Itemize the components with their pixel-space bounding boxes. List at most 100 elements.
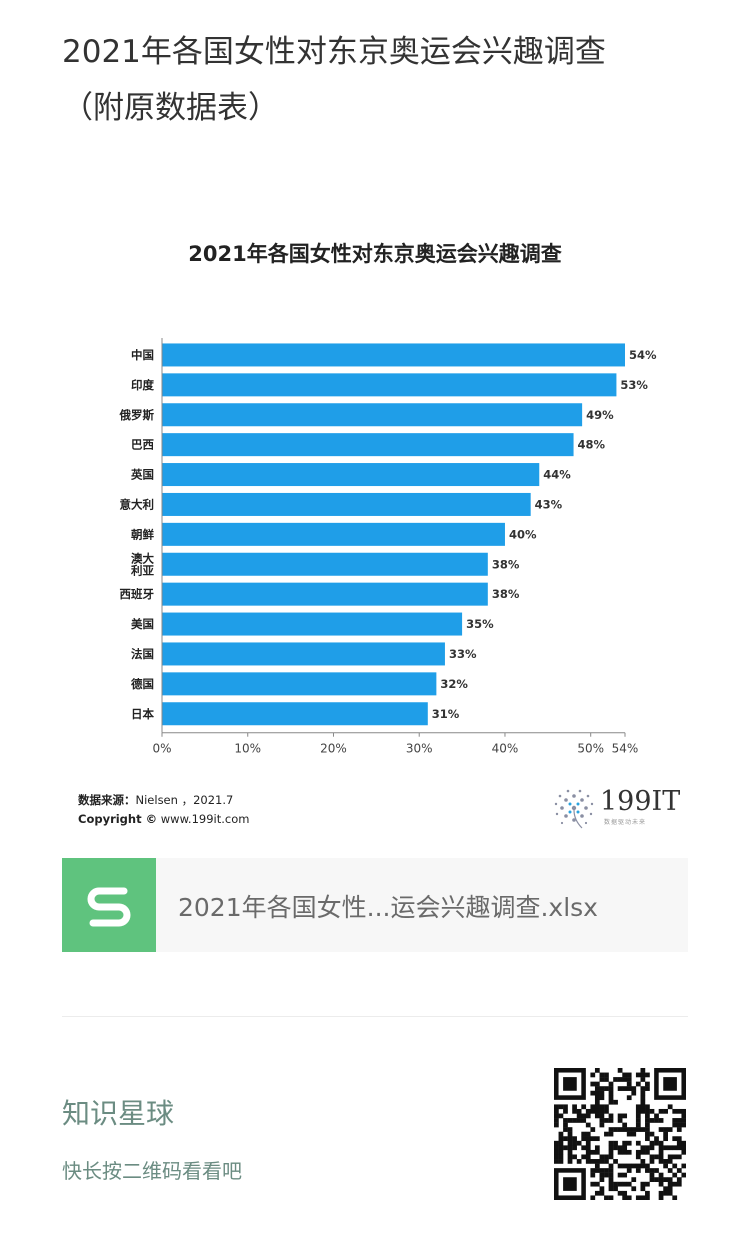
qr-module [590, 1136, 596, 1142]
qr-module [604, 1131, 609, 1137]
qr-module [617, 1181, 623, 1187]
category-label-line: 利亚 [130, 563, 154, 577]
brand-tagline: 数据驱动未来 [604, 819, 647, 826]
qr-module [654, 1177, 659, 1182]
qr-module [599, 1104, 605, 1110]
qr-code-icon[interactable] [554, 1068, 686, 1200]
qr-module [654, 1118, 659, 1123]
qr-module [663, 1145, 668, 1151]
qr-module [617, 1163, 623, 1169]
qr-module [608, 1131, 614, 1137]
qr-module [572, 1104, 577, 1110]
category-label-9: 西班牙 [120, 587, 155, 601]
qr-module [585, 1159, 591, 1164]
qr-module [631, 1090, 637, 1096]
qr-module [681, 1149, 686, 1155]
qr-module [631, 1186, 637, 1192]
qr-module [658, 1190, 664, 1196]
qr-module [576, 1140, 582, 1146]
qr-module [567, 1149, 573, 1155]
qr-module [608, 1127, 614, 1132]
qr-module [640, 1145, 646, 1151]
qr-module [590, 1127, 596, 1132]
qr-module [594, 1163, 600, 1169]
qr-module [563, 1136, 568, 1142]
qr-module [599, 1072, 605, 1078]
qr-module [585, 1154, 591, 1160]
qr-module [645, 1072, 650, 1078]
qr-module [645, 1113, 650, 1119]
qr-module [608, 1163, 614, 1169]
data-label-8: 38% [492, 557, 520, 571]
qr-module [599, 1108, 605, 1114]
qr-module [676, 1108, 682, 1114]
brand-logo: 199IT 数据驱动未来 [552, 786, 692, 830]
qr-module [558, 1140, 564, 1146]
qr-module [681, 1113, 686, 1119]
qr-module [640, 1181, 646, 1187]
qr-finder-inner [563, 1177, 577, 1191]
qr-module [617, 1172, 623, 1178]
qr-module [594, 1113, 600, 1119]
qr-module [599, 1122, 605, 1128]
qr-module [594, 1068, 600, 1073]
x-tick-label-3: 20% [320, 742, 347, 756]
qr-module [622, 1195, 628, 1200]
qr-module [640, 1149, 646, 1155]
article-title-line-2: （附原数据表） [62, 90, 279, 126]
qr-module [604, 1195, 609, 1200]
qr-module [658, 1159, 664, 1164]
qr-module [608, 1095, 614, 1101]
qr-module [626, 1081, 632, 1087]
qr-module [667, 1127, 673, 1132]
qr-module [645, 1181, 650, 1187]
qr-module [554, 1145, 559, 1151]
qr-module [649, 1140, 655, 1146]
qr-module [626, 1127, 632, 1132]
qr-module [613, 1140, 618, 1146]
qr-module [649, 1118, 655, 1123]
qr-module [631, 1163, 637, 1169]
qr-module [645, 1131, 650, 1137]
qr-module [622, 1149, 628, 1155]
qr-module [654, 1140, 659, 1146]
qr-module [613, 1181, 618, 1187]
qr-module [576, 1113, 582, 1119]
qr-module [667, 1145, 673, 1151]
qr-module [649, 1131, 655, 1137]
qr-module [608, 1081, 614, 1087]
qr-module [626, 1195, 632, 1200]
qr-module [594, 1086, 600, 1091]
category-label-8: 澳大利亚 [130, 551, 154, 577]
qr-module [635, 1122, 641, 1128]
qr-module [645, 1168, 650, 1173]
qr-module [667, 1186, 673, 1192]
qr-module [567, 1118, 573, 1123]
qr-module [681, 1108, 686, 1114]
qr-module [676, 1181, 682, 1187]
qr-module [558, 1159, 564, 1164]
qr-module [640, 1068, 646, 1073]
qr-module [554, 1154, 559, 1160]
qr-module [635, 1113, 641, 1119]
data-label-3: 49% [586, 408, 614, 422]
bar-1 [162, 343, 625, 367]
qr-module [635, 1195, 641, 1200]
data-label-7: 40% [509, 527, 537, 541]
qr-module [676, 1140, 682, 1146]
qr-module [599, 1086, 605, 1091]
data-label-4: 48% [578, 438, 606, 452]
qr-module [645, 1081, 650, 1087]
file-attachment[interactable]: 2021年各国女性...运会兴趣调查.xlsx [62, 858, 688, 952]
qr-module [631, 1131, 637, 1137]
qr-module [645, 1163, 650, 1169]
qr-module [645, 1108, 650, 1114]
qr-module [663, 1177, 668, 1182]
promo-title: 知识星球 [62, 1097, 175, 1130]
qr-module [672, 1154, 678, 1160]
qr-module [608, 1172, 614, 1178]
qr-module [590, 1072, 596, 1078]
qr-module [672, 1108, 678, 1114]
qr-module [681, 1172, 686, 1178]
